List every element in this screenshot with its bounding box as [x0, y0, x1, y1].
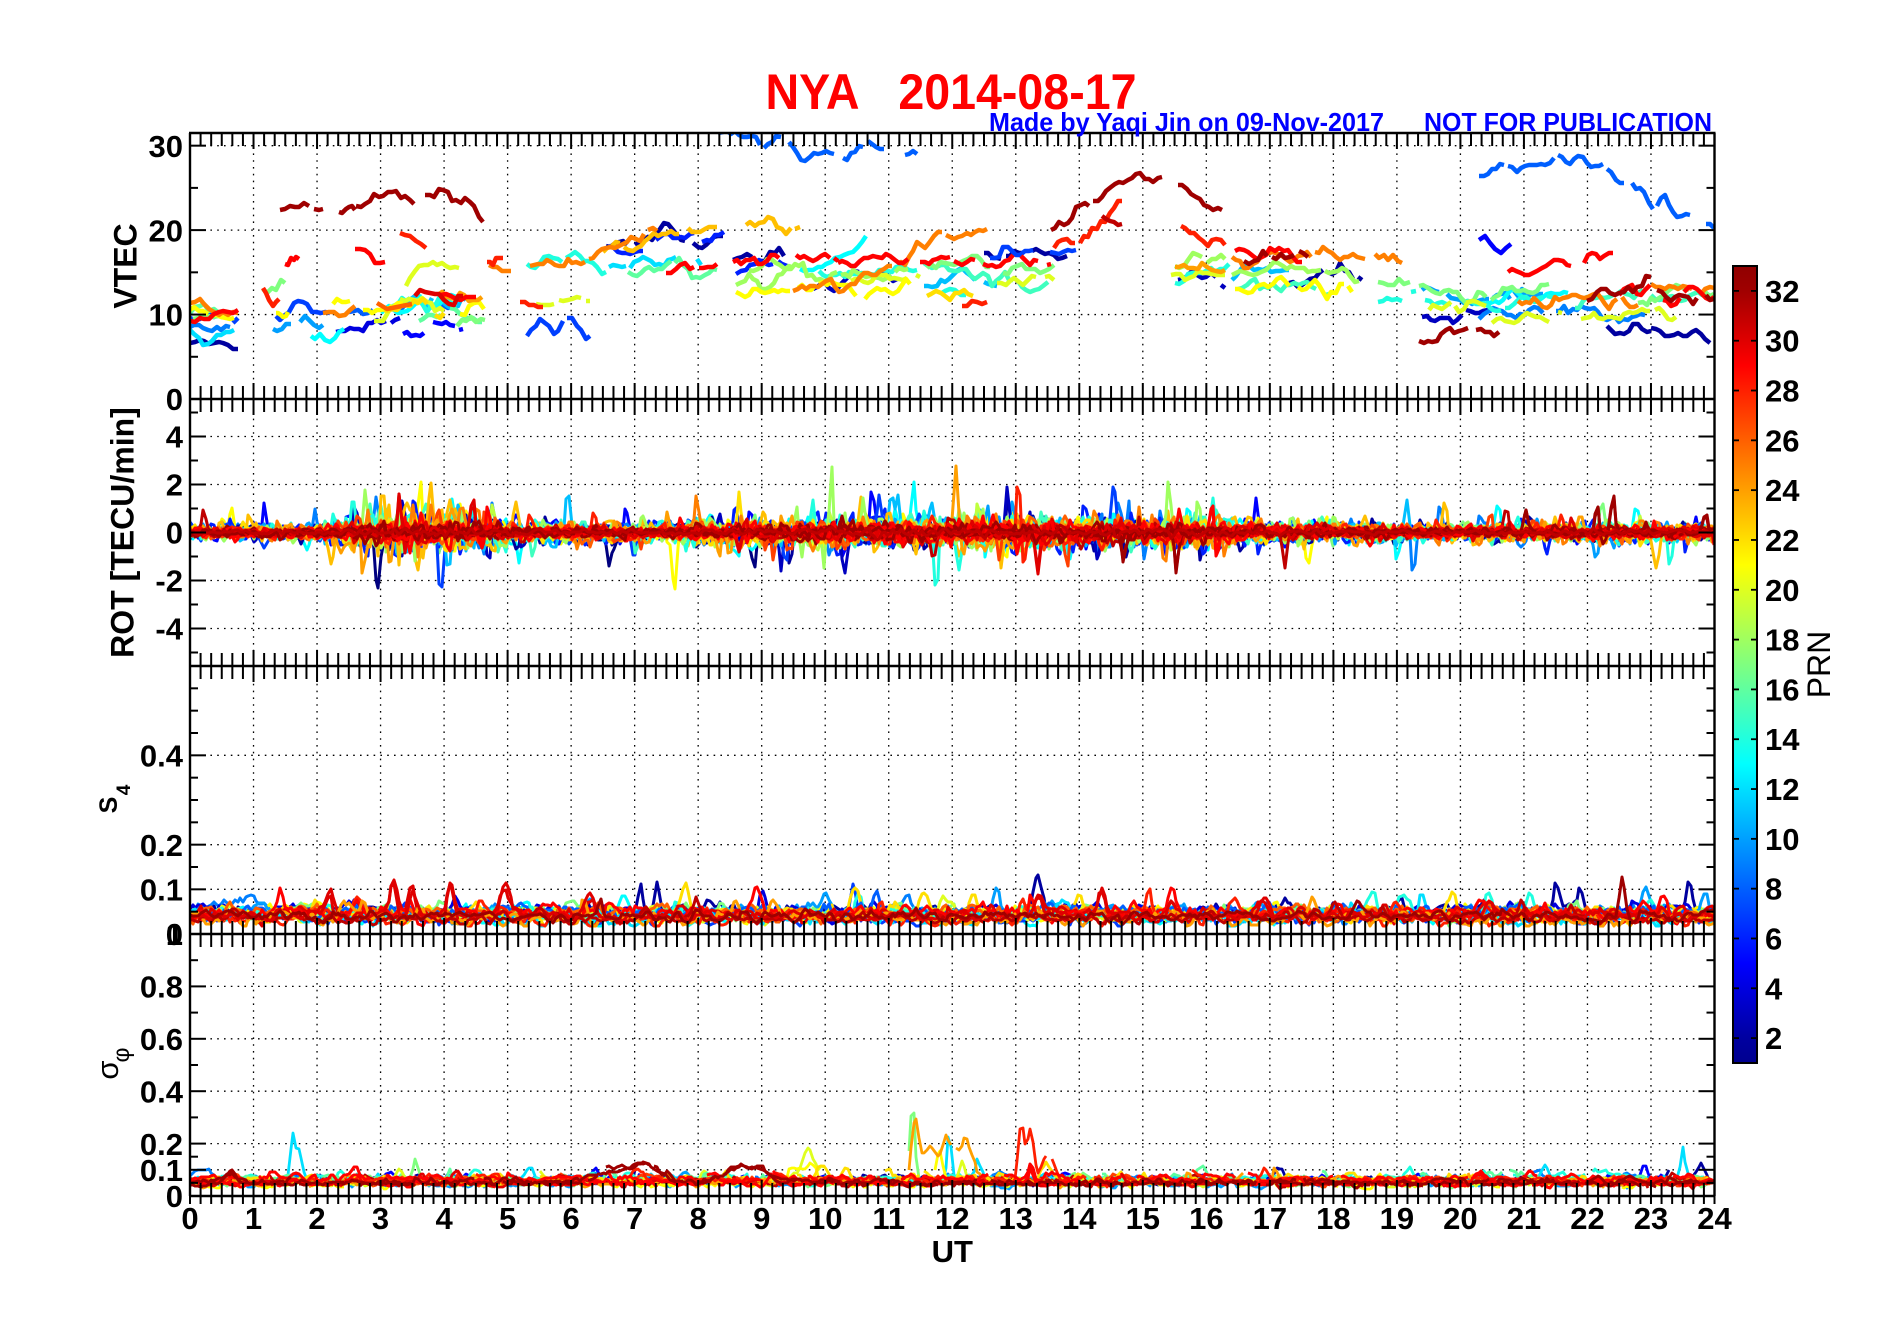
- svg-text:13: 13: [999, 1201, 1033, 1236]
- svg-text:S: S: [95, 797, 123, 814]
- svg-text:23: 23: [1634, 1201, 1668, 1236]
- svg-text:8: 8: [1765, 872, 1782, 907]
- svg-text:5: 5: [499, 1201, 516, 1236]
- svg-text:24: 24: [1765, 473, 1800, 508]
- svg-text:0.2: 0.2: [140, 828, 183, 863]
- svg-text:24: 24: [1697, 1201, 1732, 1236]
- svg-text:32: 32: [1765, 274, 1799, 309]
- svg-text:0.4: 0.4: [140, 738, 184, 773]
- svg-text:18: 18: [1765, 623, 1799, 658]
- svg-text:20: 20: [1765, 573, 1799, 608]
- svg-text:7: 7: [626, 1201, 643, 1236]
- svg-text:-2: -2: [155, 564, 183, 599]
- svg-text:15: 15: [1126, 1201, 1160, 1236]
- svg-text:1: 1: [166, 917, 183, 952]
- svg-text:0.1: 0.1: [140, 1153, 183, 1188]
- svg-text:0.1: 0.1: [140, 872, 183, 907]
- svg-text:0: 0: [166, 516, 183, 551]
- svg-text:28: 28: [1765, 374, 1799, 409]
- svg-text:UT: UT: [932, 1234, 973, 1269]
- svg-text:22: 22: [1570, 1201, 1604, 1236]
- svg-text:0.4: 0.4: [140, 1074, 184, 1109]
- svg-text:1: 1: [245, 1201, 262, 1236]
- svg-text:0: 0: [166, 1179, 183, 1214]
- svg-text:21: 21: [1507, 1201, 1541, 1236]
- svg-text:PRN: PRN: [1801, 631, 1837, 699]
- svg-text:σ: σ: [90, 1060, 125, 1079]
- svg-text:16: 16: [1765, 672, 1799, 707]
- svg-text:4: 4: [435, 1201, 453, 1236]
- svg-text:ROT [TECU/min]: ROT [TECU/min]: [105, 407, 141, 658]
- svg-text:19: 19: [1380, 1201, 1414, 1236]
- svg-text:14: 14: [1765, 722, 1800, 757]
- svg-text:4: 4: [166, 420, 184, 455]
- svg-text:0: 0: [166, 917, 183, 952]
- svg-text:3: 3: [372, 1201, 389, 1236]
- svg-text:0.2: 0.2: [140, 1127, 183, 1162]
- svg-text:20: 20: [149, 213, 183, 248]
- svg-text:0: 0: [181, 1201, 198, 1236]
- svg-text:16: 16: [1189, 1201, 1223, 1236]
- svg-text:6: 6: [563, 1201, 580, 1236]
- svg-text:2: 2: [1765, 1021, 1782, 1056]
- svg-text:2: 2: [166, 468, 183, 503]
- svg-text:26: 26: [1765, 423, 1799, 458]
- svg-text:10: 10: [149, 298, 183, 333]
- svg-text:NYA 2014-08-17: NYA 2014-08-17: [766, 64, 1137, 120]
- svg-text:4: 4: [114, 784, 135, 795]
- svg-text:12: 12: [1765, 772, 1799, 807]
- svg-text:14: 14: [1062, 1201, 1097, 1236]
- svg-text:20: 20: [1443, 1201, 1477, 1236]
- svg-text:-4: -4: [155, 612, 183, 647]
- svg-text:0.6: 0.6: [140, 1022, 183, 1057]
- svg-text:8: 8: [690, 1201, 707, 1236]
- svg-text:4: 4: [1765, 971, 1783, 1006]
- svg-text:30: 30: [1765, 324, 1799, 359]
- svg-text:0: 0: [166, 382, 183, 417]
- svg-text:0.8: 0.8: [140, 970, 183, 1005]
- svg-text:11: 11: [872, 1201, 905, 1236]
- svg-text:17: 17: [1253, 1201, 1287, 1236]
- svg-text:22: 22: [1765, 523, 1799, 558]
- svg-text:18: 18: [1316, 1201, 1350, 1236]
- svg-text:6: 6: [1765, 921, 1782, 956]
- svg-text:VTEC: VTEC: [108, 223, 144, 308]
- svg-text:2: 2: [308, 1201, 325, 1236]
- svg-text:10: 10: [1765, 822, 1799, 857]
- svg-text:9: 9: [753, 1201, 770, 1236]
- svg-text:NOT FOR PUBLICATION: NOT FOR PUBLICATION: [1424, 107, 1712, 137]
- svg-text:30: 30: [149, 129, 183, 164]
- svg-text:Made by Yaqi Jin on 09-Nov-201: Made by Yaqi Jin on 09-Nov-2017: [989, 107, 1384, 137]
- svg-text:12: 12: [935, 1201, 969, 1236]
- svg-text:φ: φ: [108, 1048, 134, 1063]
- svg-text:10: 10: [808, 1201, 842, 1236]
